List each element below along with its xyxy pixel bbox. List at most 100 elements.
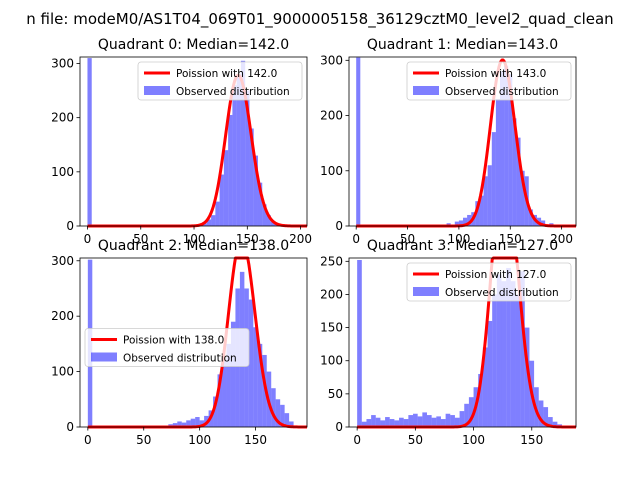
quadrant-0-histogram-bar xyxy=(236,74,241,226)
quadrant-0-xtick-label: 150 xyxy=(236,232,259,246)
quadrant-0-histogram-bar xyxy=(245,90,250,226)
quadrant-1-histogram-bar xyxy=(512,118,517,226)
quadrant-3-histogram-bar xyxy=(543,407,549,427)
quadrant-1-histogram-bar xyxy=(516,137,521,226)
quadrant-3-histogram-bar xyxy=(357,259,362,427)
quadrant-2-histogram-bar xyxy=(253,327,258,427)
quadrant-2-histogram-bar xyxy=(262,354,267,427)
quadrant-0-histogram-bar xyxy=(262,204,267,226)
quadrant-3-title: Quadrant 3: Median=127.0 xyxy=(367,238,558,254)
quadrant-3-histogram-bar xyxy=(487,320,493,427)
quadrant-3-histogram-bar xyxy=(510,281,516,427)
quadrant-2-legend-observed-swatch xyxy=(91,352,117,362)
quadrant-3-legend-box xyxy=(406,262,572,302)
quadrant-3-legend-observed-label: Observed distribution xyxy=(445,287,559,299)
quadrant-2-legend-observed-label: Observed distribution xyxy=(123,353,237,365)
quadrant-0-histogram-bar xyxy=(266,215,271,226)
quadrant-3-legend: Poission with 127.0 Observed distribution xyxy=(406,262,572,302)
quadrant-2-ytick-label: 0 xyxy=(66,420,74,434)
quadrant-3-histogram-bar xyxy=(394,420,400,427)
quadrant-0-histogram-bar xyxy=(270,221,276,226)
quadrant-0-xtick-label: 0 xyxy=(84,232,92,246)
quadrant-3-histogram-bar xyxy=(440,419,446,427)
quadrant-2-histogram-bar xyxy=(213,396,218,427)
quadrant-1-histogram-bar xyxy=(504,65,509,226)
quadrant-0-histogram-bar xyxy=(249,128,254,226)
quadrant-3-histogram-bar xyxy=(426,415,432,427)
quadrant-2-histogram-bar xyxy=(289,421,294,427)
quadrant-0-histogram-bar xyxy=(257,182,263,226)
quadrant-0-ytick-label: 0 xyxy=(66,219,74,233)
quadrant-1-legend-box xyxy=(406,61,572,101)
quadrant-3-ytick-label: 200 xyxy=(320,287,343,301)
quadrant-2-histogram-bar xyxy=(248,299,254,427)
quadrant-2-histogram-bar xyxy=(222,360,227,427)
quadrant-1-histogram-bar xyxy=(475,201,480,226)
quadrant-1-title: Quadrant 1: Median=143.0 xyxy=(367,37,558,53)
quadrant-3-histogram-bar xyxy=(459,411,465,427)
quadrant-1-legend-observed-label: Observed distribution xyxy=(445,86,559,98)
quadrant-0-histogram-bar xyxy=(219,174,224,226)
quadrant-2-histogram-bar xyxy=(230,321,236,427)
quadrant-2-histogram-bar xyxy=(257,343,263,427)
quadrant-1-panel: Quadrant 1: Median=143.0 0 50 100 150 200 0 100… xyxy=(320,37,577,246)
quadrant-2-xtick-label: 50 xyxy=(136,433,151,447)
quadrant-1-ytick-label: 0 xyxy=(335,219,343,233)
quadrant-0-xtick-label: 50 xyxy=(133,232,148,246)
quadrant-0-panel: Quadrant 0: Median=142.0 0 50 100 150 200 0 100… xyxy=(51,37,312,246)
quadrant-3-histogram-bar xyxy=(445,413,451,427)
quadrant-3-legend-poisson-label: Poission with 127.0 xyxy=(445,269,546,281)
quadrant-1-histogram-bar xyxy=(499,71,505,227)
quadrant-0-ytick-label: 300 xyxy=(51,57,74,71)
quadrant-2-ytick-label: 300 xyxy=(51,254,74,268)
quadrant-0-xtick-label: 100 xyxy=(183,232,206,246)
quadrant-0-histogram-bar xyxy=(211,215,216,226)
quadrant-0-ytick-label: 200 xyxy=(51,111,74,125)
quadrant-1-histogram-bar xyxy=(356,57,361,226)
quadrant-2-xtick-label: 0 xyxy=(84,433,92,447)
quadrant-1-xtick-label: 50 xyxy=(400,232,415,246)
quadrant-3-histogram-bar xyxy=(492,294,497,427)
figure-suptitle: n file: modeM0/AS1T04_069T01_9000005158_… xyxy=(26,10,613,29)
quadrant-3-legend-observed-swatch xyxy=(413,287,439,296)
quadrant-0-histogram-bar xyxy=(215,201,220,226)
quadrant-3-histogram-bar xyxy=(385,417,390,427)
quadrant-1-ytick-label: 100 xyxy=(320,164,343,178)
quadrant-2-histogram-bar xyxy=(280,404,285,427)
quadrant-1-histogram-bar xyxy=(541,220,546,226)
quadrant-3-histogram-bar xyxy=(538,400,544,427)
quadrant-3-xtick-label: 150 xyxy=(520,433,543,447)
quadrant-2-histogram-bar xyxy=(217,374,223,427)
quadrant-0-xtick-label: 200 xyxy=(289,232,312,246)
quadrant-2-xtick-label: 150 xyxy=(244,433,267,447)
quadrant-1-legend-poisson-label: Poission with 143.0 xyxy=(445,68,546,80)
quadrant-3-ytick-label: 250 xyxy=(320,254,343,268)
quadrant-3-histogram-bar xyxy=(403,419,409,427)
quadrant-2-axes-frame xyxy=(79,257,308,428)
quadrant-3-histogram-bar xyxy=(408,415,414,427)
quadrant-1-ytick-label: 300 xyxy=(320,53,343,67)
quadrant-0-histogram-bar xyxy=(240,60,246,226)
quadrant-3-histogram-bar xyxy=(371,415,376,427)
quadrant-3-xtick-label: 100 xyxy=(462,433,485,447)
quadrant-1-histogram-bar xyxy=(528,209,533,226)
quadrant-1-histogram-bar xyxy=(483,176,488,226)
quadrant-2-histogram-bar xyxy=(284,413,290,427)
quadrant-1-histogram-bar xyxy=(491,132,496,226)
quadrant-3-histogram-bar xyxy=(524,327,530,427)
quadrant-2-histogram-bar xyxy=(190,418,196,427)
quadrant-3-axes-frame xyxy=(348,257,577,428)
quadrant-1-ytick-label: 200 xyxy=(320,109,343,123)
quadrant-3-histogram-bar xyxy=(450,415,455,427)
quadrant-0-legend-poisson-label: Poission with 142.0 xyxy=(176,68,277,80)
quadrant-2-xtick-label: 100 xyxy=(188,433,211,447)
quadrant-2-histogram-bar xyxy=(172,423,178,427)
quadrant-3-histogram-bar xyxy=(464,403,469,427)
quadrant-0-histogram-bar xyxy=(87,58,92,227)
quadrant-1-histogram-bar xyxy=(479,195,484,226)
quadrant-1-legend: Poission with 143.0 Observed distribution xyxy=(406,61,572,101)
quadrant-1-histogram-bar xyxy=(520,170,525,226)
quadrant-3-histogram-bar xyxy=(515,294,521,427)
quadrant-3-histogram-bar xyxy=(361,421,367,427)
quadrant-1-legend-observed-swatch xyxy=(413,86,439,95)
